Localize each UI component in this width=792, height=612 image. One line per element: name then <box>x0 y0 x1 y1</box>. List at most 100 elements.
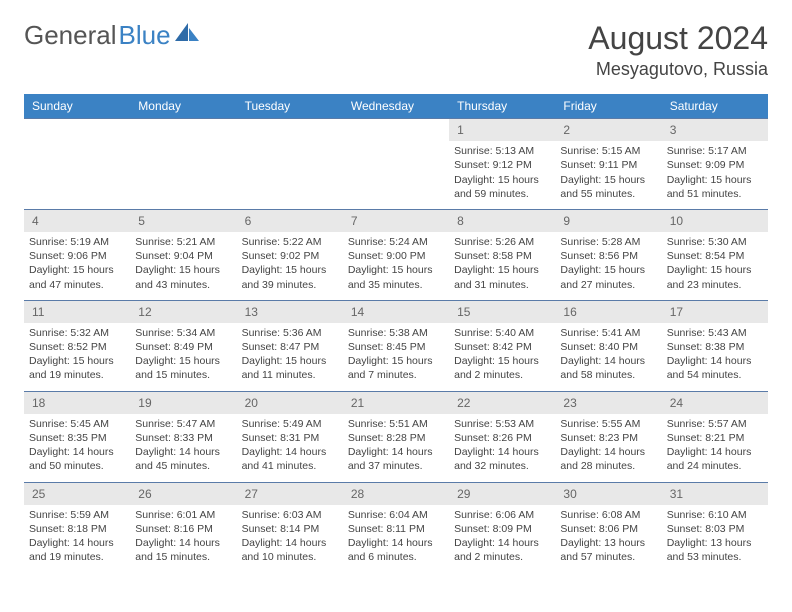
daynum-cell: 24 <box>662 391 768 414</box>
daylight-text: Daylight: 14 hours and 28 minutes. <box>560 445 657 473</box>
day-cell: Sunrise: 5:13 AMSunset: 9:12 PMDaylight:… <box>449 141 555 209</box>
daylight-text: Daylight: 15 hours and 43 minutes. <box>135 263 232 291</box>
daylight-text: Daylight: 15 hours and 59 minutes. <box>454 173 551 201</box>
daylight-text: Daylight: 15 hours and 19 minutes. <box>29 354 126 382</box>
daynum-cell: 4 <box>24 209 130 232</box>
day-cell <box>130 141 236 209</box>
sunrise-text: Sunrise: 5:32 AM <box>29 326 126 340</box>
daynum-cell: 27 <box>237 482 343 505</box>
day-cell: Sunrise: 5:26 AMSunset: 8:58 PMDaylight:… <box>449 232 555 300</box>
week-3-content-row: Sunrise: 5:45 AMSunset: 8:35 PMDaylight:… <box>24 414 768 482</box>
daynum-cell <box>237 119 343 142</box>
week-1-daynum-row: 45678910 <box>24 209 768 232</box>
day-cell: Sunrise: 5:45 AMSunset: 8:35 PMDaylight:… <box>24 414 130 482</box>
daynum-cell: 20 <box>237 391 343 414</box>
sunset-text: Sunset: 8:47 PM <box>242 340 339 354</box>
sunset-text: Sunset: 8:09 PM <box>454 522 551 536</box>
daynum-cell <box>130 119 236 142</box>
day-cell: Sunrise: 5:40 AMSunset: 8:42 PMDaylight:… <box>449 323 555 391</box>
day-cell: Sunrise: 5:49 AMSunset: 8:31 PMDaylight:… <box>237 414 343 482</box>
sunrise-text: Sunrise: 5:45 AM <box>29 417 126 431</box>
weekday-thursday: Thursday <box>449 94 555 119</box>
day-cell: Sunrise: 6:08 AMSunset: 8:06 PMDaylight:… <box>555 505 661 573</box>
sunset-text: Sunset: 8:23 PM <box>560 431 657 445</box>
sunrise-text: Sunrise: 5:41 AM <box>560 326 657 340</box>
sunset-text: Sunset: 8:28 PM <box>348 431 445 445</box>
sunset-text: Sunset: 8:31 PM <box>242 431 339 445</box>
sunrise-text: Sunrise: 5:21 AM <box>135 235 232 249</box>
sunset-text: Sunset: 8:03 PM <box>667 522 764 536</box>
day-cell: Sunrise: 5:57 AMSunset: 8:21 PMDaylight:… <box>662 414 768 482</box>
logo-sail-icon <box>175 23 201 43</box>
daylight-text: Daylight: 14 hours and 32 minutes. <box>454 445 551 473</box>
sunset-text: Sunset: 9:04 PM <box>135 249 232 263</box>
sunset-text: Sunset: 9:00 PM <box>348 249 445 263</box>
sunset-text: Sunset: 8:52 PM <box>29 340 126 354</box>
week-2-content-row: Sunrise: 5:32 AMSunset: 8:52 PMDaylight:… <box>24 323 768 391</box>
day-cell: Sunrise: 5:53 AMSunset: 8:26 PMDaylight:… <box>449 414 555 482</box>
daynum-cell: 11 <box>24 300 130 323</box>
daynum-cell: 19 <box>130 391 236 414</box>
weekday-header-row: SundayMondayTuesdayWednesdayThursdayFrid… <box>24 94 768 119</box>
daylight-text: Daylight: 15 hours and 15 minutes. <box>135 354 232 382</box>
daylight-text: Daylight: 14 hours and 15 minutes. <box>135 536 232 564</box>
weekday-monday: Monday <box>130 94 236 119</box>
day-cell <box>237 141 343 209</box>
daynum-cell: 31 <box>662 482 768 505</box>
sunrise-text: Sunrise: 6:08 AM <box>560 508 657 522</box>
daynum-cell: 22 <box>449 391 555 414</box>
calendar: SundayMondayTuesdayWednesdayThursdayFrid… <box>24 94 768 572</box>
daylight-text: Daylight: 14 hours and 45 minutes. <box>135 445 232 473</box>
day-cell: Sunrise: 5:32 AMSunset: 8:52 PMDaylight:… <box>24 323 130 391</box>
day-cell: Sunrise: 5:21 AMSunset: 9:04 PMDaylight:… <box>130 232 236 300</box>
day-cell: Sunrise: 5:28 AMSunset: 8:56 PMDaylight:… <box>555 232 661 300</box>
daylight-text: Daylight: 14 hours and 41 minutes. <box>242 445 339 473</box>
daynum-cell: 8 <box>449 209 555 232</box>
day-cell: Sunrise: 5:41 AMSunset: 8:40 PMDaylight:… <box>555 323 661 391</box>
sunset-text: Sunset: 8:40 PM <box>560 340 657 354</box>
daynum-cell: 26 <box>130 482 236 505</box>
logo-text-1: General <box>24 20 117 51</box>
day-cell: Sunrise: 5:51 AMSunset: 8:28 PMDaylight:… <box>343 414 449 482</box>
daylight-text: Daylight: 13 hours and 57 minutes. <box>560 536 657 564</box>
week-4-content-row: Sunrise: 5:59 AMSunset: 8:18 PMDaylight:… <box>24 505 768 573</box>
weekday-sunday: Sunday <box>24 94 130 119</box>
sunrise-text: Sunrise: 5:13 AM <box>454 144 551 158</box>
day-cell: Sunrise: 5:59 AMSunset: 8:18 PMDaylight:… <box>24 505 130 573</box>
week-4-daynum-row: 25262728293031 <box>24 482 768 505</box>
day-cell: Sunrise: 5:36 AMSunset: 8:47 PMDaylight:… <box>237 323 343 391</box>
sunset-text: Sunset: 9:11 PM <box>560 158 657 172</box>
daylight-text: Daylight: 14 hours and 37 minutes. <box>348 445 445 473</box>
week-0-daynum-row: 123 <box>24 119 768 142</box>
sunrise-text: Sunrise: 5:22 AM <box>242 235 339 249</box>
sunrise-text: Sunrise: 5:36 AM <box>242 326 339 340</box>
sunset-text: Sunset: 8:21 PM <box>667 431 764 445</box>
daynum-cell: 7 <box>343 209 449 232</box>
sunrise-text: Sunrise: 5:34 AM <box>135 326 232 340</box>
sunset-text: Sunset: 9:12 PM <box>454 158 551 172</box>
sunset-text: Sunset: 9:02 PM <box>242 249 339 263</box>
daylight-text: Daylight: 15 hours and 31 minutes. <box>454 263 551 291</box>
day-cell: Sunrise: 5:17 AMSunset: 9:09 PMDaylight:… <box>662 141 768 209</box>
daynum-cell: 3 <box>662 119 768 142</box>
daynum-cell: 2 <box>555 119 661 142</box>
daynum-cell: 5 <box>130 209 236 232</box>
sunrise-text: Sunrise: 5:15 AM <box>560 144 657 158</box>
sunrise-text: Sunrise: 5:57 AM <box>667 417 764 431</box>
daynum-cell: 12 <box>130 300 236 323</box>
sunrise-text: Sunrise: 5:49 AM <box>242 417 339 431</box>
day-cell: Sunrise: 5:47 AMSunset: 8:33 PMDaylight:… <box>130 414 236 482</box>
daynum-cell <box>343 119 449 142</box>
daylight-text: Daylight: 13 hours and 53 minutes. <box>667 536 764 564</box>
sunrise-text: Sunrise: 5:28 AM <box>560 235 657 249</box>
daynum-cell: 14 <box>343 300 449 323</box>
daylight-text: Daylight: 15 hours and 47 minutes. <box>29 263 126 291</box>
sunrise-text: Sunrise: 6:10 AM <box>667 508 764 522</box>
daylight-text: Daylight: 15 hours and 23 minutes. <box>667 263 764 291</box>
daynum-cell: 10 <box>662 209 768 232</box>
sunset-text: Sunset: 9:09 PM <box>667 158 764 172</box>
daylight-text: Daylight: 15 hours and 55 minutes. <box>560 173 657 201</box>
day-cell: Sunrise: 5:15 AMSunset: 9:11 PMDaylight:… <box>555 141 661 209</box>
daynum-cell: 9 <box>555 209 661 232</box>
daynum-cell: 29 <box>449 482 555 505</box>
